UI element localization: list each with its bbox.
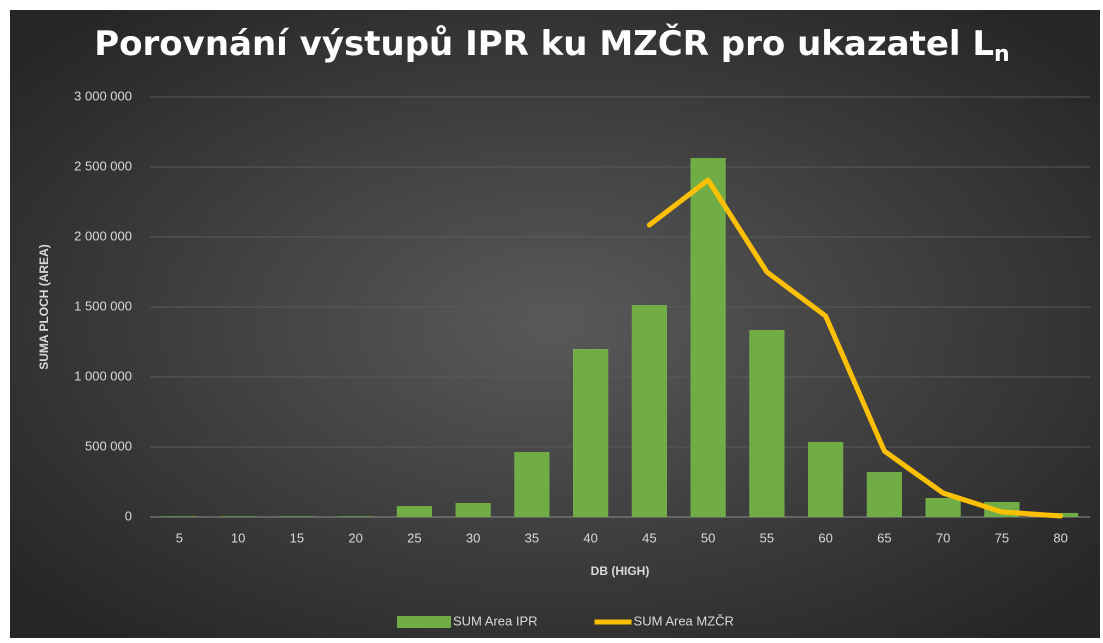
- x-tick-label: 55: [760, 530, 774, 545]
- bar: [279, 516, 315, 517]
- x-tick-label: 5: [176, 530, 183, 545]
- legend-label: SUM Area MZČR: [634, 613, 734, 628]
- bar: [749, 329, 785, 517]
- bar: [866, 472, 902, 517]
- y-axis-title: SUMA PLOCH (AREA): [37, 244, 51, 370]
- bar: [455, 503, 491, 517]
- bar: [396, 506, 432, 517]
- bar: [573, 349, 609, 517]
- y-tick-label: 500 000: [85, 438, 132, 453]
- y-tick-label: 3 000 000: [74, 88, 132, 103]
- x-tick-label: 75: [995, 530, 1009, 545]
- x-tick-label: 50: [701, 530, 715, 545]
- legend-swatch: [397, 616, 451, 628]
- y-tick-label: 2 500 000: [74, 158, 132, 173]
- bar: [514, 452, 550, 517]
- bar: [808, 441, 844, 517]
- x-tick-label: 45: [642, 530, 656, 545]
- bar: [161, 516, 197, 517]
- bar: [338, 516, 374, 517]
- chart-background: [10, 10, 1100, 638]
- title-main: Porovnání výstupů IPR ku MZČR pro ukazat…: [94, 23, 994, 64]
- x-tick-label: 20: [348, 530, 362, 545]
- x-tick-label: 65: [877, 530, 891, 545]
- x-tick-label: 35: [525, 530, 539, 545]
- x-tick-label: 10: [231, 530, 245, 545]
- bar: [220, 516, 256, 517]
- x-tick-label: 40: [583, 530, 597, 545]
- y-tick-label: 1 000 000: [74, 368, 132, 383]
- y-tick-label: 2 000 000: [74, 228, 132, 243]
- x-tick-label: 15: [290, 530, 304, 545]
- bar: [690, 158, 726, 518]
- line: [646, 177, 1064, 519]
- x-tick-label: 70: [936, 530, 950, 545]
- x-tick-label: 60: [818, 530, 832, 545]
- x-tick-label: 30: [466, 530, 480, 545]
- x-tick-label: 80: [1053, 530, 1067, 545]
- bar: [925, 497, 961, 517]
- y-tick-label: 0: [125, 508, 132, 523]
- x-axis-title: DB (HIGH): [591, 564, 650, 578]
- y-tick-label: 1 500 000: [74, 298, 132, 313]
- bar: [631, 305, 667, 517]
- chart-title: Porovnání výstupů IPR ku MZČR pro ukazat…: [94, 23, 1009, 68]
- x-tick-label: 25: [407, 530, 421, 545]
- title-subscript: n: [994, 42, 1010, 67]
- legend-label: SUM Area IPR: [453, 613, 538, 628]
